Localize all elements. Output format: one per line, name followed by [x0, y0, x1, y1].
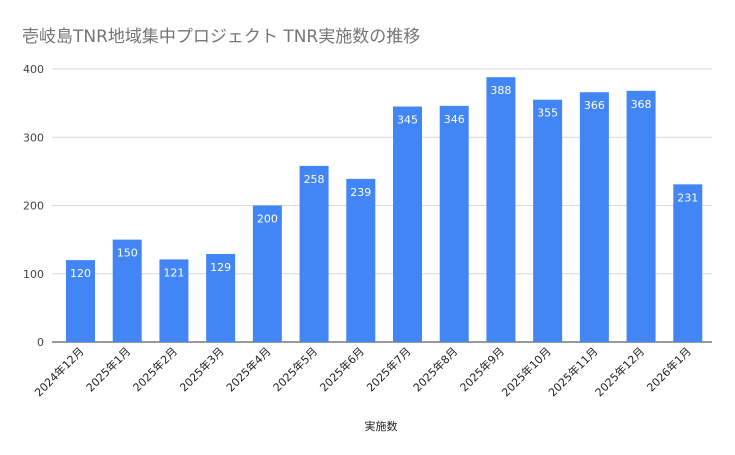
x-axis-ticks: 2024年12月2025年1月2025年2月2025年3月2025年4月2025…	[31, 344, 693, 399]
data-labels: 120 150 121 129 200 258 239 345 346 388 355 366 368 2…	[70, 84, 698, 280]
x-tick-label: 2025年5月	[270, 344, 320, 394]
x-tick-label: 2025年11月	[545, 344, 600, 399]
x-axis-label: 実施数	[365, 419, 398, 433]
x-tick-label: 2025年12月	[592, 344, 647, 399]
x-tick-label: 2025年3月	[177, 344, 227, 394]
x-tick-label: 2025年7月	[363, 344, 413, 394]
data-label: 366	[584, 99, 605, 112]
data-label: 355	[537, 107, 558, 120]
gridlines	[52, 68, 712, 343]
y-tick-label: 400	[23, 63, 44, 76]
x-tick-label: 2025年6月	[317, 344, 367, 394]
data-label: 121	[163, 266, 184, 279]
y-tick-label: 0	[37, 336, 44, 349]
data-label: 346	[444, 113, 465, 126]
data-label: 120	[70, 267, 91, 280]
data-label: 388	[490, 84, 511, 97]
x-tick-label: 2025年1月	[83, 344, 133, 394]
y-tick-label: 100	[23, 268, 44, 281]
data-label: 150	[117, 247, 138, 260]
x-tick-label: 2024年12月	[31, 344, 86, 399]
bar	[112, 239, 142, 342]
data-label: 129	[210, 261, 231, 274]
data-label: 200	[257, 213, 278, 226]
data-label: 368	[631, 98, 652, 111]
bar	[66, 260, 95, 342]
bar	[206, 253, 236, 342]
bar	[393, 106, 422, 342]
x-tick-label: 2025年2月	[130, 344, 180, 394]
x-tick-label: 2025年10月	[499, 344, 554, 399]
data-label: 345	[397, 114, 418, 127]
y-tick-label: 200	[23, 200, 44, 213]
data-label: 231	[677, 191, 698, 204]
x-tick-label: 2025年9月	[457, 344, 507, 394]
bar	[626, 90, 656, 342]
x-tick-label: 2025年8月	[410, 344, 460, 394]
bar	[533, 99, 563, 343]
data-label: 239	[350, 186, 371, 199]
bar	[299, 165, 329, 342]
x-tick-label: 2025年4月	[223, 344, 273, 394]
bar	[486, 77, 516, 342]
bar	[346, 178, 376, 342]
bar	[439, 105, 469, 342]
chart-title: 壱岐島TNR地域集中プロジェクト TNR実施数の推移	[22, 27, 421, 47]
x-tick-label: 2026年1月	[644, 344, 694, 394]
data-label: 258	[304, 173, 325, 186]
bar	[252, 205, 282, 342]
bar	[579, 92, 609, 342]
y-tick-label: 300	[23, 131, 44, 144]
bars	[66, 77, 703, 343]
y-axis-ticks: 0 100 200 300 400	[23, 63, 44, 349]
bar	[673, 184, 703, 342]
bar	[159, 259, 189, 342]
